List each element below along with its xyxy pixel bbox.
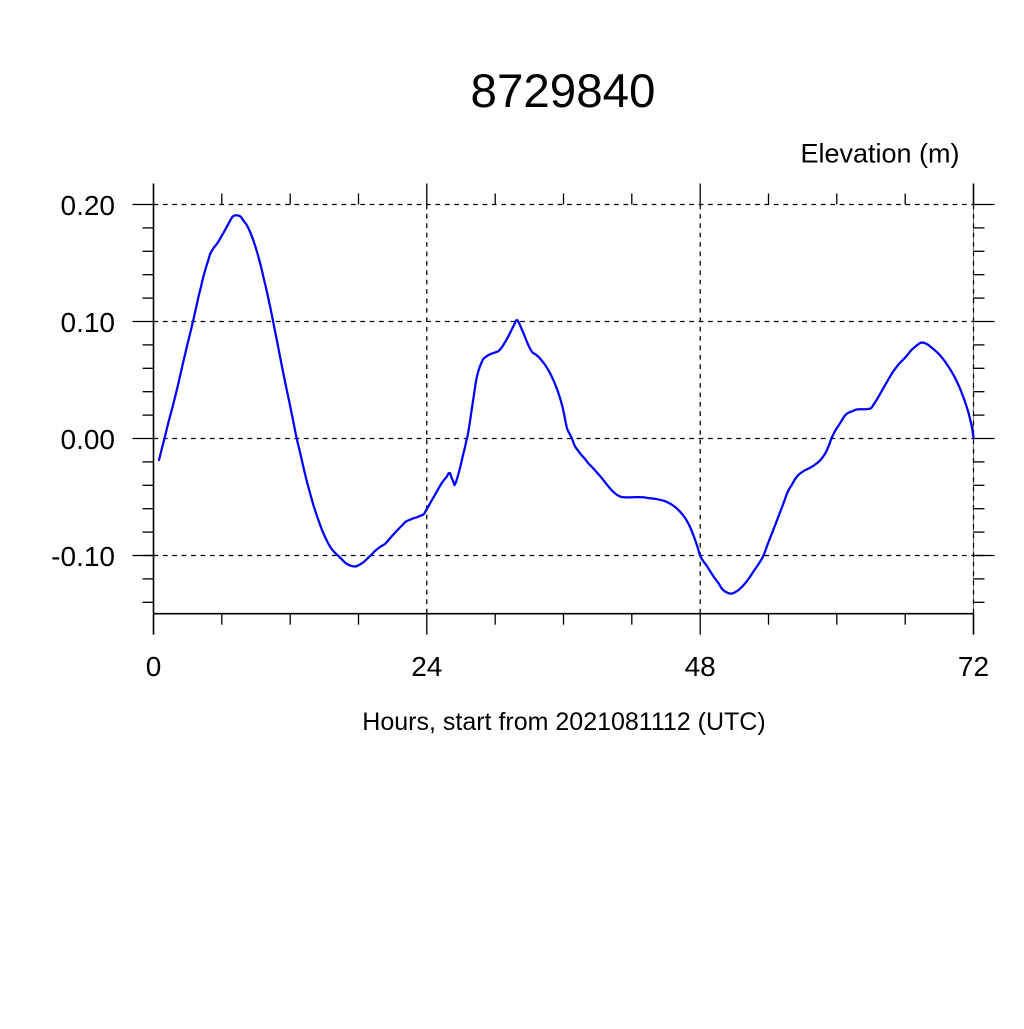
svg-text:0.10: 0.10 — [61, 307, 116, 338]
svg-text:Hours, start from 2021081112 (: Hours, start from 2021081112 (UTC) — [362, 708, 765, 736]
svg-text:24: 24 — [411, 651, 442, 682]
svg-text:-0.10: -0.10 — [51, 541, 115, 572]
svg-text:0.20: 0.20 — [61, 190, 116, 221]
svg-text:48: 48 — [685, 651, 716, 682]
svg-text:0.00: 0.00 — [61, 424, 116, 455]
svg-text:0: 0 — [146, 651, 162, 682]
svg-text:72: 72 — [958, 651, 989, 682]
svg-text:Elevation (m): Elevation (m) — [800, 139, 959, 169]
svg-text:8729840: 8729840 — [471, 65, 656, 118]
